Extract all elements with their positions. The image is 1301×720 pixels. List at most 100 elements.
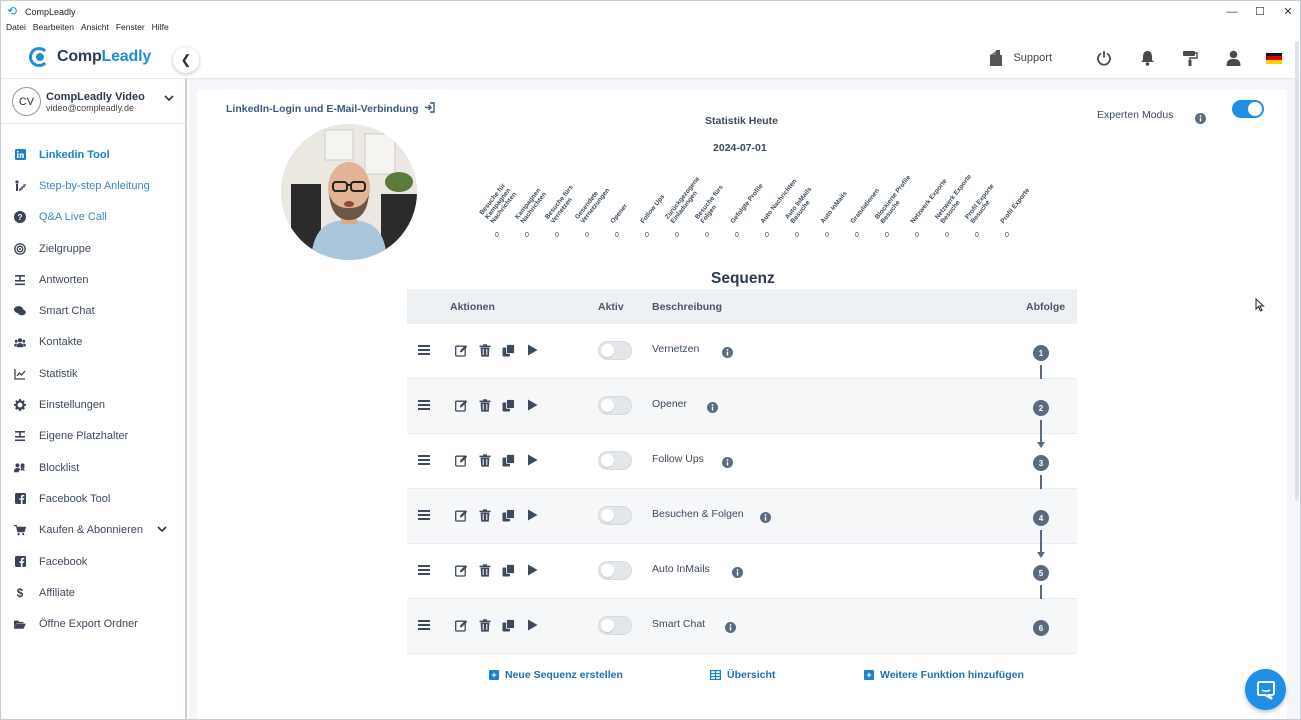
copy-icon[interactable] [501, 343, 515, 357]
trash-icon[interactable] [478, 398, 492, 412]
stat-column: Auto InMails 0 [819, 159, 848, 239]
column-actions: Aktionen [450, 300, 495, 313]
drag-handle-icon[interactable] [418, 620, 430, 630]
sidebar-item-einstellungen[interactable]: Einstellungen [1, 389, 185, 420]
sidebar-item-smart-chat[interactable]: Smart Chat [1, 295, 185, 326]
linkedin-login-link[interactable]: LinkedIn-Login und E-Mail-Verbindung [226, 102, 436, 116]
stat-value: 0 [825, 232, 829, 239]
column-description: Beschreibung [652, 300, 723, 313]
sidebar-item-zielgruppe[interactable]: Zielgruppe [1, 233, 185, 264]
sequence-description: Opener [652, 398, 688, 410]
sequence-footer-actions: + Neue Sequenz erstellen Übersicht + Wei… [197, 669, 1287, 689]
sequence-active-toggle[interactable] [598, 396, 632, 415]
copy-icon[interactable] [501, 563, 515, 577]
drag-handle-icon[interactable] [418, 345, 430, 355]
sidebar-item-statistik[interactable]: Statistik [1, 358, 185, 389]
support-button[interactable]: Support [987, 49, 1052, 67]
info-icon[interactable] [722, 455, 733, 468]
sidebar-item-label: Zielgruppe [39, 242, 91, 255]
sidebar-item-step-by-step[interactable]: Step-by-step Anleitung [1, 170, 185, 201]
add-function-label: Weitere Funktion hinzufügen [880, 669, 1024, 681]
sidebar-item-linkedin-tool[interactable]: Linkedin Tool [1, 139, 185, 170]
drag-handle-icon[interactable] [418, 455, 430, 465]
expert-mode-toggle[interactable] [1232, 100, 1264, 118]
menu-bearbeiten[interactable]: Bearbeiten [32, 22, 74, 32]
compleadly-logo[interactable]: CompLeadly [27, 44, 151, 70]
sidebar-item-blocklist[interactable]: Blocklist [1, 452, 185, 483]
close-button[interactable]: ✕ [1283, 6, 1293, 18]
presenter-video[interactable] [281, 124, 417, 260]
info-icon[interactable] [722, 345, 733, 358]
sidebar-item-antworten[interactable]: Antworten [1, 264, 185, 295]
edit-icon[interactable] [454, 563, 468, 577]
sequence-table: Aktionen Aktiv Beschreibung Abfolge Vern… [407, 289, 1077, 654]
menu-hilfe[interactable]: Hilfe [151, 22, 169, 32]
play-icon[interactable] [525, 343, 539, 357]
paint-roller-icon[interactable] [1179, 47, 1201, 69]
trash-icon[interactable] [478, 508, 492, 522]
edit-icon[interactable] [454, 398, 468, 412]
play-icon[interactable] [525, 508, 539, 522]
copy-icon[interactable] [501, 618, 515, 632]
drag-handle-icon[interactable] [418, 400, 430, 410]
stat-value: 0 [675, 232, 679, 239]
drag-handle-icon[interactable] [418, 565, 430, 575]
info-icon[interactable] [760, 510, 771, 523]
maximize-button[interactable]: ☐ [1255, 6, 1265, 18]
avatar: CV [12, 87, 41, 116]
overview-button[interactable]: Übersicht [710, 669, 775, 681]
sidebar-item-label: Step-by-step Anleitung [39, 179, 150, 192]
german-flag-icon[interactable] [1266, 52, 1282, 64]
sidebar-item-facebook[interactable]: Facebook [1, 546, 185, 577]
edit-icon[interactable] [454, 343, 468, 357]
play-icon[interactable] [525, 453, 539, 467]
info-icon[interactable] [725, 620, 736, 633]
play-icon[interactable] [525, 398, 539, 412]
copy-icon[interactable] [501, 398, 515, 412]
info-icon[interactable] [732, 565, 743, 578]
account-switcher[interactable]: CV CompLeadly Video video@compleadly.de [1, 79, 185, 124]
sidebar-item-export-ordner[interactable]: Öffne Export Ordner [1, 608, 185, 639]
chevron-down-icon[interactable] [164, 94, 174, 105]
copy-icon[interactable] [501, 508, 515, 522]
scrollbar[interactable] [1294, 37, 1300, 719]
play-icon[interactable] [525, 563, 539, 577]
sidebar-item-kaufen-abonnieren[interactable]: Kaufen & Abonnieren [1, 515, 185, 546]
add-function-button[interactable]: + Weitere Funktion hinzufügen [864, 669, 1024, 681]
trash-icon[interactable] [478, 618, 492, 632]
sequence-active-toggle[interactable] [598, 341, 632, 360]
sidebar-item-kontakte[interactable]: Kontakte [1, 327, 185, 358]
copy-icon[interactable] [501, 453, 515, 467]
sequence-active-toggle[interactable] [598, 561, 632, 580]
sidebar-item-affiliate[interactable]: $ Affiliate [1, 577, 185, 608]
edit-icon[interactable] [454, 618, 468, 632]
menu-fenster[interactable]: Fenster [115, 22, 145, 32]
bell-icon[interactable] [1136, 47, 1158, 69]
trash-icon[interactable] [478, 563, 492, 577]
minimize-button[interactable]: — [1226, 5, 1238, 18]
power-icon[interactable] [1093, 47, 1115, 69]
edit-icon[interactable] [454, 508, 468, 522]
sidebar-item-eigene-platzhalter[interactable]: Eigene Platzhalter [1, 421, 185, 452]
trash-icon[interactable] [478, 453, 492, 467]
new-sequence-button[interactable]: + Neue Sequenz erstellen [489, 669, 623, 681]
sequence-active-toggle[interactable] [598, 451, 632, 470]
sequence-active-toggle[interactable] [598, 506, 632, 525]
user-icon[interactable] [1222, 47, 1244, 69]
info-icon[interactable] [707, 400, 718, 413]
trash-icon[interactable] [478, 343, 492, 357]
menu-datei[interactable]: Datei [6, 22, 26, 32]
edit-icon[interactable] [454, 453, 468, 467]
live-chat-button[interactable] [1245, 669, 1286, 710]
sidebar-collapse-button[interactable]: ❮ [173, 47, 199, 73]
stat-column: Zurückgezogene Einladungen 0 [664, 159, 701, 239]
play-icon[interactable] [525, 618, 539, 632]
menu-ansicht[interactable]: Ansicht [80, 22, 109, 32]
drag-handle-icon[interactable] [418, 510, 430, 520]
info-icon[interactable] [1195, 111, 1206, 129]
sequence-row: Vernetzen 1 [407, 324, 1077, 393]
sequence-active-toggle[interactable] [598, 616, 632, 635]
sidebar-item-qa-live-call[interactable]: ? Q&A Live Call [1, 202, 185, 233]
sidebar-item-facebook-tool[interactable]: Facebook Tool [1, 483, 185, 514]
